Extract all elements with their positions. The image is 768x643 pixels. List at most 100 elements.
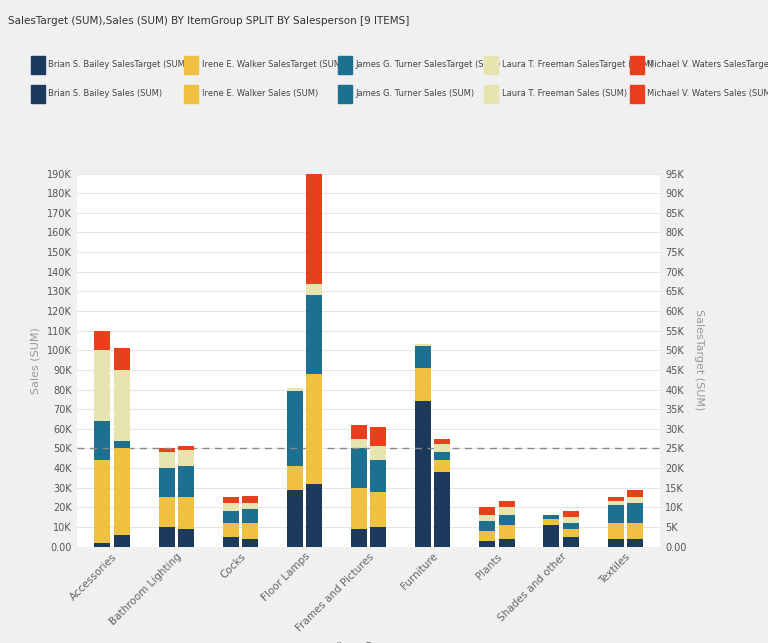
Bar <box>158 527 174 547</box>
Bar <box>242 523 258 539</box>
Bar <box>178 466 194 498</box>
Bar <box>498 515 515 525</box>
Bar <box>158 468 174 498</box>
Text: James G. Turner Sales (SUM): James G. Turner Sales (SUM) <box>356 89 475 98</box>
Bar <box>158 498 174 527</box>
Bar <box>242 503 258 509</box>
Bar <box>563 529 579 537</box>
Text: Laura T. Freeman Sales (SUM): Laura T. Freeman Sales (SUM) <box>502 89 627 98</box>
Bar <box>94 460 111 543</box>
Bar <box>415 401 431 547</box>
Bar <box>479 541 495 547</box>
Text: SalesTarget (SUM),Sales (SUM) BY ItemGroup SPLIT BY Salesperson [9 ITEMS]: SalesTarget (SUM),Sales (SUM) BY ItemGro… <box>8 16 409 26</box>
Bar <box>544 525 559 547</box>
Bar <box>627 498 643 503</box>
Text: Michael V. Waters SalesTarget (SUM): Michael V. Waters SalesTarget (SUM) <box>647 60 768 69</box>
Bar <box>306 284 322 295</box>
Bar <box>370 492 386 527</box>
Y-axis label: SalesTarget (SUM): SalesTarget (SUM) <box>694 309 703 411</box>
Bar <box>223 503 239 511</box>
Bar <box>479 531 495 541</box>
Bar <box>563 511 579 517</box>
Bar <box>415 347 431 368</box>
Bar <box>370 427 386 446</box>
Bar <box>498 507 515 515</box>
Bar <box>242 509 258 523</box>
Bar <box>563 537 579 547</box>
Bar <box>114 349 130 370</box>
Bar <box>435 452 450 460</box>
Text: James G. Turner SalesTarget (SUM): James G. Turner SalesTarget (SUM) <box>356 60 501 69</box>
Bar <box>94 421 111 460</box>
Bar <box>351 529 367 547</box>
Bar <box>627 503 643 523</box>
Bar <box>306 374 322 484</box>
Bar <box>415 368 431 401</box>
Bar <box>306 295 322 374</box>
Text: Brian S. Bailey SalesTarget (SUM): Brian S. Bailey SalesTarget (SUM) <box>48 60 188 69</box>
Bar <box>351 425 367 439</box>
Bar <box>498 502 515 507</box>
Bar <box>178 498 194 529</box>
Bar <box>435 439 450 444</box>
Text: Brian S. Bailey Sales (SUM): Brian S. Bailey Sales (SUM) <box>48 89 163 98</box>
Bar <box>178 529 194 547</box>
Bar <box>94 350 111 421</box>
Bar <box>94 543 111 547</box>
Bar <box>94 331 111 350</box>
Bar <box>178 450 194 466</box>
Bar <box>223 498 239 503</box>
Bar <box>370 446 386 460</box>
Bar <box>287 388 303 392</box>
Bar <box>563 523 579 529</box>
Bar <box>607 502 624 505</box>
Bar <box>223 523 239 537</box>
Bar <box>114 370 130 440</box>
Bar <box>351 448 367 487</box>
Bar <box>544 519 559 525</box>
Bar <box>370 527 386 547</box>
Bar <box>223 511 239 523</box>
Bar <box>479 521 495 531</box>
Bar <box>158 452 174 468</box>
Bar <box>370 460 386 492</box>
Bar <box>498 539 515 547</box>
X-axis label: ItemGroup: ItemGroup <box>336 642 402 643</box>
Bar <box>114 440 130 448</box>
Bar <box>607 498 624 502</box>
Bar <box>242 496 258 503</box>
Bar <box>607 505 624 523</box>
Bar <box>223 537 239 547</box>
Bar <box>158 448 174 452</box>
Bar <box>563 517 579 523</box>
Bar <box>479 515 495 521</box>
Bar <box>114 448 130 535</box>
Text: Irene E. Walker Sales (SUM): Irene E. Walker Sales (SUM) <box>202 89 318 98</box>
Bar <box>544 515 559 519</box>
Bar <box>287 392 303 466</box>
Bar <box>178 446 194 450</box>
Y-axis label: Sales (SUM): Sales (SUM) <box>30 327 40 394</box>
Bar <box>435 444 450 452</box>
Bar <box>627 523 643 539</box>
Text: Michael V. Waters Sales (SUM): Michael V. Waters Sales (SUM) <box>647 89 768 98</box>
Bar <box>479 507 495 515</box>
Text: Laura T. Freeman SalesTarget (SUM): Laura T. Freeman SalesTarget (SUM) <box>502 60 653 69</box>
Bar <box>607 523 624 539</box>
Bar <box>287 489 303 547</box>
Bar <box>351 487 367 529</box>
Bar <box>306 484 322 547</box>
Bar <box>306 138 322 284</box>
Bar <box>607 539 624 547</box>
Bar <box>435 472 450 547</box>
Bar <box>415 345 431 347</box>
Bar <box>627 539 643 547</box>
Bar <box>498 525 515 539</box>
Bar <box>242 539 258 547</box>
Text: Irene E. Walker SalesTarget (SUM): Irene E. Walker SalesTarget (SUM) <box>202 60 344 69</box>
Bar <box>351 439 367 448</box>
Bar <box>287 466 303 489</box>
Bar <box>114 535 130 547</box>
Bar <box>435 460 450 472</box>
Bar <box>627 489 643 498</box>
